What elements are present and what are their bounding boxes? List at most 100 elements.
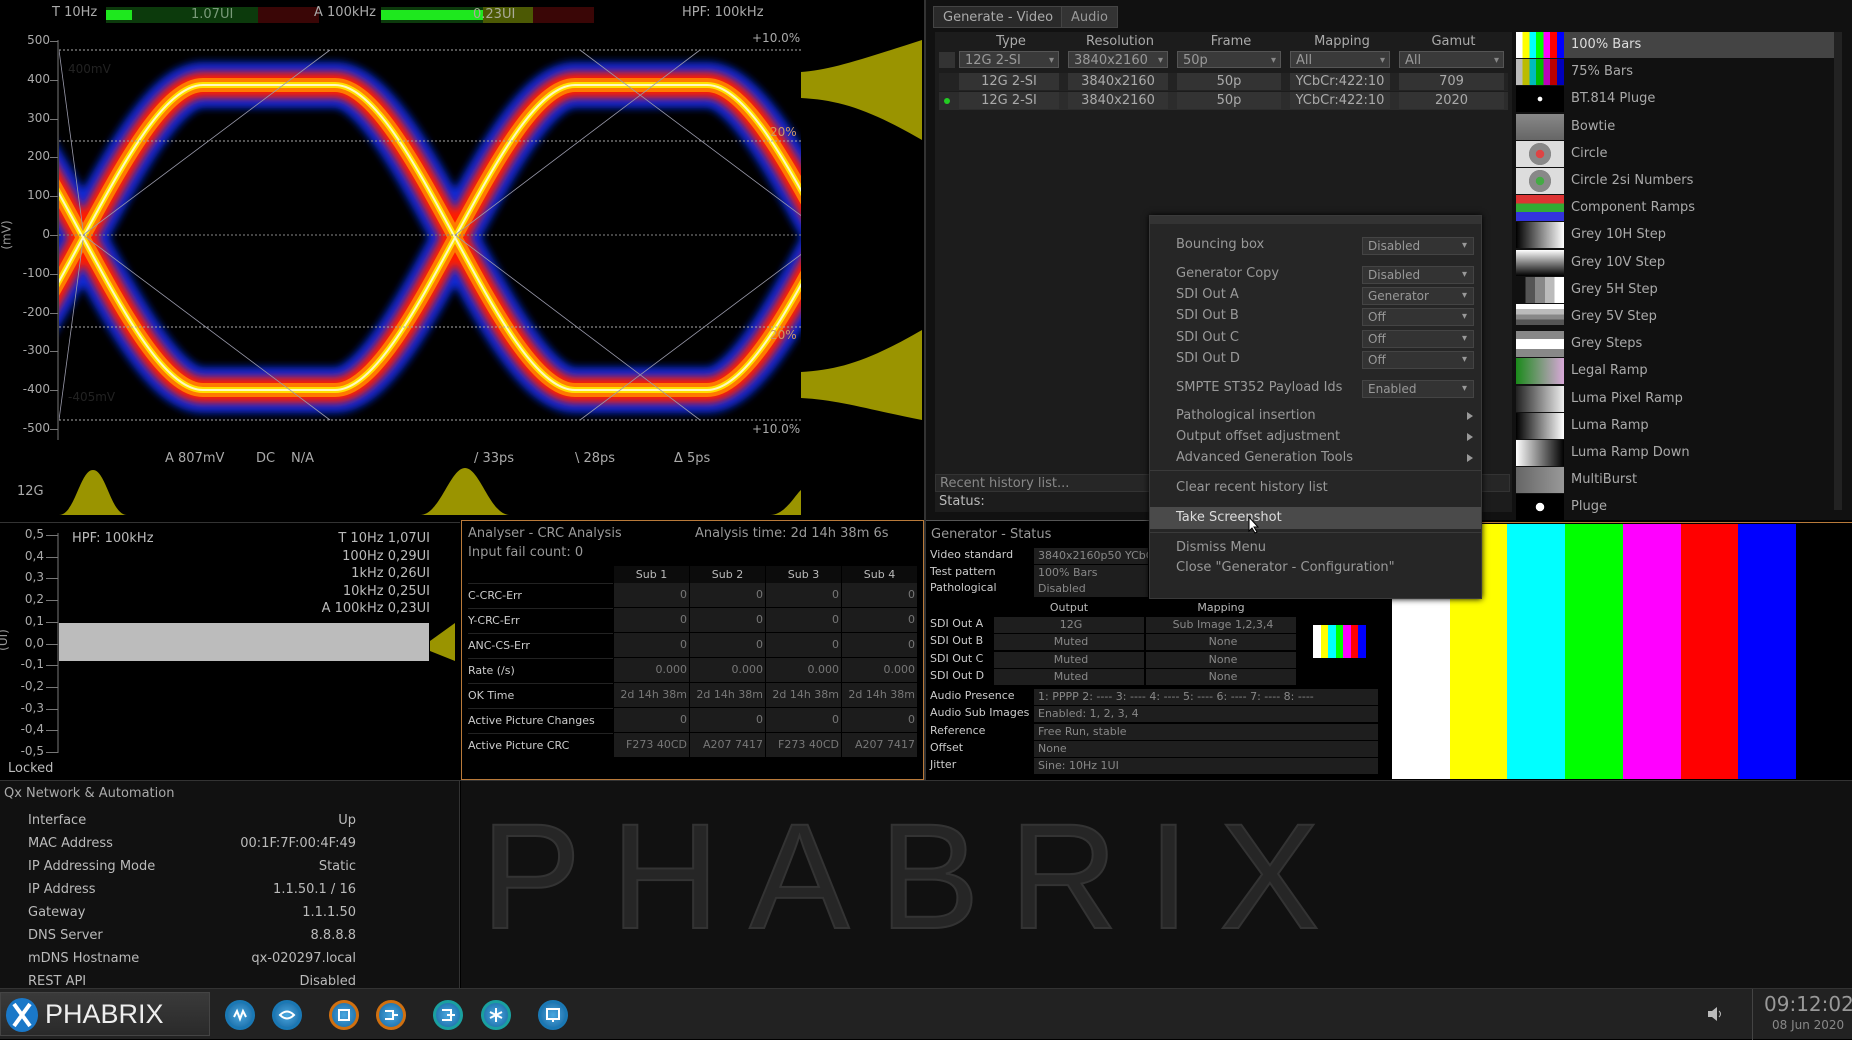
- row-cell: 2020: [1399, 92, 1504, 109]
- y-tick-label: 100: [27, 188, 50, 203]
- column-header-type[interactable]: Type: [996, 34, 1026, 49]
- pct-top: +10.0%: [752, 31, 801, 45]
- mask-line: [82, 49, 331, 236]
- jitter-tick: [46, 730, 58, 732]
- jitter-tick: [46, 708, 58, 710]
- y-tick-label: 500: [27, 33, 50, 47]
- volume-icon[interactable]: [1706, 1006, 1724, 1022]
- y-tick: [50, 429, 58, 430]
- menu-setting[interactable]: SDI Out B Off: [1150, 307, 1481, 327]
- column-header-frame[interactable]: Frame: [1210, 34, 1252, 49]
- pattern-scrollbar[interactable]: [1834, 32, 1842, 510]
- pattern-item[interactable]: BT.814 Pluge: [1516, 86, 1836, 113]
- filter-select[interactable]: All: [1399, 51, 1504, 69]
- menu-setting-select[interactable]: Off: [1362, 308, 1474, 326]
- tab-generate-video[interactable]: Generate - Video: [933, 6, 1064, 28]
- output-icon[interactable]: [433, 1000, 463, 1030]
- pattern-item[interactable]: Pluge: [1516, 494, 1836, 521]
- network-label: IP Addressing Mode: [28, 859, 156, 874]
- eye-trace: [59, 84, 801, 391]
- network-icon[interactable]: [481, 1000, 511, 1030]
- menu-setting[interactable]: Bouncing box Disabled: [1150, 236, 1481, 256]
- column-header-gamut[interactable]: Gamut: [1431, 34, 1476, 49]
- pattern-item[interactable]: Circle: [1516, 140, 1836, 167]
- crc-cell: 0: [614, 708, 689, 732]
- menu-setting-select[interactable]: Generator: [1362, 287, 1474, 305]
- pattern-item[interactable]: Grey 10V Step: [1516, 249, 1836, 276]
- menu-setting-select[interactable]: Off: [1362, 330, 1474, 348]
- filter-select[interactable]: 12G 2-SI: [959, 51, 1059, 69]
- pattern-item[interactable]: 75% Bars: [1516, 59, 1836, 86]
- row-cell: 709: [1399, 73, 1504, 90]
- phabrix-logo-button[interactable]: PHABRIX: [0, 992, 210, 1036]
- crossing-histogram-1: [59, 470, 127, 515]
- menu-setting[interactable]: SMPTE ST352 Payload Ids Enabled: [1150, 379, 1481, 399]
- meter1-label: T 10Hz: [52, 5, 98, 20]
- menu-action[interactable]: Dismiss Menu: [1150, 537, 1481, 559]
- pattern-item[interactable]: Grey 5V Step: [1516, 304, 1836, 330]
- jitter-hpf: HPF: 100kHz: [72, 531, 154, 546]
- menu-setting[interactable]: SDI Out A Generator: [1150, 286, 1481, 306]
- menu-setting[interactable]: SDI Out C Off: [1150, 329, 1481, 349]
- bottom-level-label: -405mV: [68, 390, 116, 404]
- filter-select[interactable]: All: [1290, 51, 1390, 69]
- display-icon[interactable]: [538, 1000, 568, 1030]
- pattern-item[interactable]: Circle 2si Numbers: [1516, 168, 1836, 194]
- menu-action[interactable]: Take Screenshot: [1150, 507, 1481, 529]
- pattern-item[interactable]: Luma Ramp: [1516, 412, 1836, 439]
- pct-bottom: +10.0%: [752, 422, 801, 436]
- pattern-item[interactable]: MultiBurst: [1516, 467, 1836, 494]
- pattern-label: 100% Bars: [1571, 37, 1642, 52]
- color-bar: [1680, 524, 1739, 779]
- jitter-tick: [46, 578, 58, 580]
- pattern-item[interactable]: Component Ramps: [1516, 195, 1836, 222]
- menu-setting[interactable]: Generator Copy Disabled: [1150, 265, 1481, 285]
- menu-setting-select[interactable]: Disabled: [1362, 266, 1474, 284]
- menu-submenu[interactable]: Output offset adjustment: [1150, 427, 1481, 447]
- pattern-item[interactable]: Grey 5H Step: [1516, 276, 1836, 303]
- amplitude-histogram: [801, 40, 922, 420]
- status-value: Enabled: 1, 2, 3, 4: [1034, 706, 1378, 723]
- pattern-label: Luma Ramp: [1571, 417, 1649, 433]
- mask-line: [82, 234, 331, 421]
- menu-submenu[interactable]: Pathological insertion: [1150, 406, 1481, 426]
- pattern-item[interactable]: Grey 10H Step: [1516, 222, 1836, 249]
- menu-setting-select[interactable]: Off: [1362, 351, 1474, 369]
- row-cell: 3840x2160: [1068, 92, 1168, 109]
- clock-date: 08 Jun 2020: [1772, 1018, 1845, 1032]
- crc-cell: 0: [842, 708, 917, 732]
- window-icon[interactable]: [329, 1000, 359, 1030]
- menu-setting-select[interactable]: Enabled: [1362, 380, 1474, 398]
- jitter-tick-label: 0,1: [24, 613, 44, 628]
- pattern-item[interactable]: Luma Pixel Ramp: [1516, 385, 1836, 412]
- pattern-thumbnail: [1516, 168, 1564, 194]
- pattern-item[interactable]: Luma Ramp Down: [1516, 440, 1836, 466]
- pattern-item[interactable]: Grey Steps: [1516, 331, 1836, 358]
- filter-select[interactable]: 50p: [1177, 51, 1281, 69]
- pattern-item[interactable]: Bowtie: [1516, 113, 1836, 140]
- column-header-resolution[interactable]: Resolution: [1086, 34, 1154, 49]
- pattern-thumbnail: [1516, 412, 1564, 439]
- waveform-icon[interactable]: [225, 1000, 255, 1030]
- menu-setting-select[interactable]: Disabled: [1362, 237, 1474, 255]
- network-label: DNS Server: [28, 928, 103, 943]
- menu-setting-label: Bouncing box: [1176, 237, 1265, 252]
- menu-submenu[interactable]: Advanced Generation Tools: [1150, 448, 1481, 468]
- menu-setting[interactable]: SDI Out D Off: [1150, 350, 1481, 370]
- tab-audio[interactable]: Audio: [1061, 6, 1118, 28]
- pattern-thumbnail: [1516, 195, 1564, 222]
- crc-panel: Analyser - CRC Analysis Analysis time: 2…: [461, 520, 924, 780]
- filter-select[interactable]: 3840x2160: [1068, 51, 1168, 69]
- y-tick-label: 200: [27, 149, 50, 164]
- delta-time: Δ 5ps: [674, 451, 711, 466]
- generator-icon[interactable]: [376, 1000, 406, 1030]
- column-header-mapping[interactable]: Mapping: [1314, 34, 1370, 49]
- pattern-item[interactable]: 100% Bars: [1516, 32, 1836, 58]
- menu-submenu-label: Advanced Generation Tools: [1176, 450, 1354, 465]
- menu-action[interactable]: Clear recent history list: [1150, 477, 1481, 499]
- jitter-tick-label: 0,3: [24, 570, 44, 585]
- eye-icon[interactable]: [272, 1000, 302, 1030]
- pattern-item[interactable]: Legal Ramp: [1516, 358, 1836, 385]
- pattern-thumbnail: [1516, 86, 1564, 113]
- menu-action[interactable]: Close "Generator - Configuration": [1150, 557, 1481, 579]
